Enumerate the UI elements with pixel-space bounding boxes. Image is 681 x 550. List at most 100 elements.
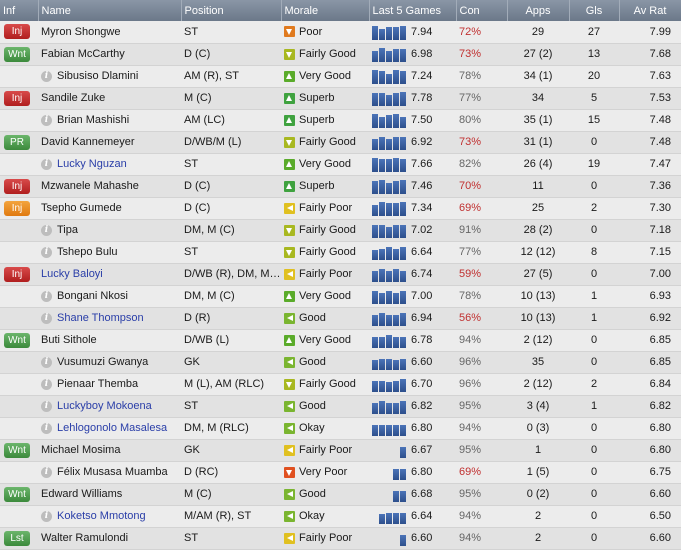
col-header-morale[interactable]: Morale <box>281 0 370 21</box>
col-header-inf[interactable]: Inf <box>0 0 39 21</box>
info-icon[interactable]: i <box>41 246 52 258</box>
player-name[interactable]: Tipa <box>57 224 78 237</box>
morale-side-icon <box>284 356 295 368</box>
form-bar <box>379 117 385 128</box>
table-row[interactable]: i Sibusiso Dlamini AM (R), ST Very Good 7.24… <box>0 65 681 88</box>
table-row[interactable]: Inj Sandile Zuke M (C) Superb 7.78 77% 34 5 7.53 <box>0 87 681 110</box>
player-name[interactable]: Sandile Zuke <box>41 92 106 105</box>
status-badge[interactable]: Inj <box>4 200 30 216</box>
morale-label: Very Good <box>299 158 351 171</box>
table-row[interactable]: Wnt Michael Mosima GK Fairly Poor 6.67 95% 1 0 6… <box>0 439 681 462</box>
player-name[interactable]: Bongani Nkosi <box>57 290 128 303</box>
last5-bars <box>372 508 407 524</box>
name-cell: i Bongani Nkosi <box>38 285 181 308</box>
table-row[interactable]: Wnt Fabian McCarthy D (C) Fairly Good 6.98 73… <box>0 43 681 66</box>
form-bar <box>393 249 399 260</box>
info-icon[interactable]: i <box>41 422 52 434</box>
player-name[interactable]: Buti Sithole <box>41 334 97 347</box>
table-row[interactable]: Wnt Buti Sithole D/WB (L) Very Good 6.78 94% 2… <box>0 329 681 352</box>
inf-cell: Wnt <box>0 329 38 352</box>
status-badge[interactable]: Wnt <box>4 332 30 348</box>
player-name[interactable]: Tshepo Bulu <box>57 246 118 259</box>
table-row[interactable]: i Pienaar Themba M (L), AM (RLC) Fairly Goo… <box>0 373 681 396</box>
table-row[interactable]: Lst Walter Ramulondi ST Fairly Poor 6.60 94% 2… <box>0 527 681 550</box>
info-icon[interactable]: i <box>41 466 52 478</box>
col-header-con[interactable]: Con <box>456 0 508 21</box>
table-row[interactable]: i Shane Thompson D (R) Good 6.94 56% 10 (13) 1 6… <box>0 307 681 330</box>
table-row[interactable]: i Lehlogonolo Masalesa DM, M (RLC) Okay 6.80… <box>0 417 681 440</box>
player-name[interactable]: Shane Thompson <box>57 312 144 325</box>
name-cell: i Lehlogonolo Masalesa <box>38 417 181 440</box>
table-row[interactable]: i Lucky Nguzan ST Very Good 7.66 82% 26 (4) 19 7… <box>0 153 681 176</box>
table-row[interactable]: i Luckyboy Mokoena ST Good 6.82 95% 3 (4) 1 6.82 <box>0 395 681 418</box>
player-name[interactable]: Lucky Baloyi <box>41 268 103 281</box>
info-icon[interactable]: i <box>41 378 52 390</box>
player-name[interactable]: Edward Williams <box>41 488 123 501</box>
table-row[interactable]: Inj Myron Shongwe ST Poor 7.94 72% 29 27 7.99 <box>0 21 681 44</box>
table-row[interactable]: i Brian Mashishi AM (LC) Superb 7.50 80% 35 (1… <box>0 109 681 132</box>
col-header-gls[interactable]: Gls <box>569 0 620 21</box>
status-badge[interactable]: Inj <box>4 24 30 40</box>
col-header-avrat[interactable]: Av Rat <box>619 0 681 21</box>
player-name[interactable]: Lehlogonolo Masalesa <box>57 422 168 435</box>
table-row[interactable]: Wnt Edward Williams M (C) Good 6.68 95% 0 (2) 0… <box>0 483 681 506</box>
status-badge[interactable]: Lst <box>4 530 30 546</box>
player-name[interactable]: Michael Mosima <box>41 444 121 457</box>
status-badge[interactable]: Wnt <box>4 486 30 502</box>
form-bar <box>379 249 385 260</box>
table-row[interactable]: Inj Tsepho Gumede D (C) Fairly Poor 7.34 69% 2… <box>0 197 681 220</box>
info-icon[interactable]: i <box>41 400 52 412</box>
table-row[interactable]: i Félix Musasa Muamba D (RC) Very Poor 6.80 6… <box>0 461 681 484</box>
avrat-cell: 7.18 <box>619 219 681 242</box>
player-name[interactable]: Walter Ramulondi <box>41 532 129 545</box>
player-name[interactable]: Lucky Nguzan <box>57 158 127 171</box>
player-name[interactable]: David Kannemeyer <box>41 136 135 149</box>
status-badge[interactable]: Wnt <box>4 442 30 458</box>
table-row[interactable]: PR David Kannemeyer D/WB/M (L) Fairly Good 6… <box>0 131 681 154</box>
table-row[interactable]: i Vusumuzi Gwanya GK Good 6.60 96% 35 0 6.85 <box>0 351 681 374</box>
gls-cell: 0 <box>569 131 619 154</box>
status-badge[interactable]: Inj <box>4 90 30 106</box>
info-icon[interactable]: i <box>41 312 52 324</box>
form-bar <box>393 181 399 194</box>
last5-bars <box>372 68 407 84</box>
info-icon[interactable]: i <box>41 158 52 170</box>
player-name[interactable]: Pienaar Themba <box>57 378 139 391</box>
table-row[interactable]: i Tipa DM, M (C) Fairly Good 7.02 91% 28 (2) 0 7… <box>0 219 681 242</box>
table-row[interactable]: i Koketso Mmotong M/AM (R), ST Okay 6.64 94% 2… <box>0 505 681 528</box>
status-badge[interactable]: PR <box>4 134 30 150</box>
player-name[interactable]: Félix Musasa Muamba <box>57 466 168 479</box>
info-icon[interactable]: i <box>41 70 52 82</box>
player-name[interactable]: Mzwanele Mahashe <box>41 180 139 193</box>
info-icon[interactable]: i <box>41 510 52 522</box>
info-icon[interactable]: i <box>41 356 52 368</box>
inf-cell <box>0 109 38 132</box>
avrat-cell: 7.68 <box>619 43 681 66</box>
table-row[interactable]: i Bongani Nkosi DM, M (C) Very Good 7.00 78% 1… <box>0 285 681 308</box>
col-header-last5[interactable]: Last 5 Games <box>369 0 457 21</box>
player-name[interactable]: Tsepho Gumede <box>41 202 122 215</box>
col-header-position[interactable]: Position <box>181 0 282 21</box>
info-icon[interactable]: i <box>41 114 52 126</box>
player-name[interactable]: Myron Shongwe <box>41 25 121 38</box>
player-name[interactable]: Vusumuzi Gwanya <box>57 356 149 369</box>
col-header-name[interactable]: Name <box>38 0 182 21</box>
player-name[interactable]: Koketso Mmotong <box>57 510 146 523</box>
player-name[interactable]: Luckyboy Mokoena <box>57 400 152 413</box>
player-name[interactable]: Sibusiso Dlamini <box>57 70 139 83</box>
info-icon[interactable]: i <box>41 290 52 302</box>
player-name[interactable]: Brian Mashishi <box>57 114 130 127</box>
status-badge[interactable]: Inj <box>4 266 30 282</box>
table-row[interactable]: Inj Mzwanele Mahashe D (C) Superb 7.46 70% 11 0… <box>0 175 681 198</box>
status-badge[interactable]: Wnt <box>4 46 30 62</box>
avrat-cell: 7.36 <box>619 175 681 198</box>
table-row[interactable]: Inj Lucky Baloyi D/WB (R), DM, M ... Fairly… <box>0 263 681 286</box>
condition-cell: 94% <box>456 329 507 352</box>
table-row[interactable]: i Tshepo Bulu ST Fairly Good 6.64 77% 12 (12) 8… <box>0 241 681 264</box>
status-badge[interactable]: Inj <box>4 178 30 194</box>
player-name[interactable]: Fabian McCarthy <box>41 48 125 61</box>
col-header-apps[interactable]: Apps <box>507 0 570 21</box>
position-cell: D (C) <box>181 197 281 220</box>
apps-cell: 34 <box>507 87 569 110</box>
info-icon[interactable]: i <box>41 224 52 236</box>
